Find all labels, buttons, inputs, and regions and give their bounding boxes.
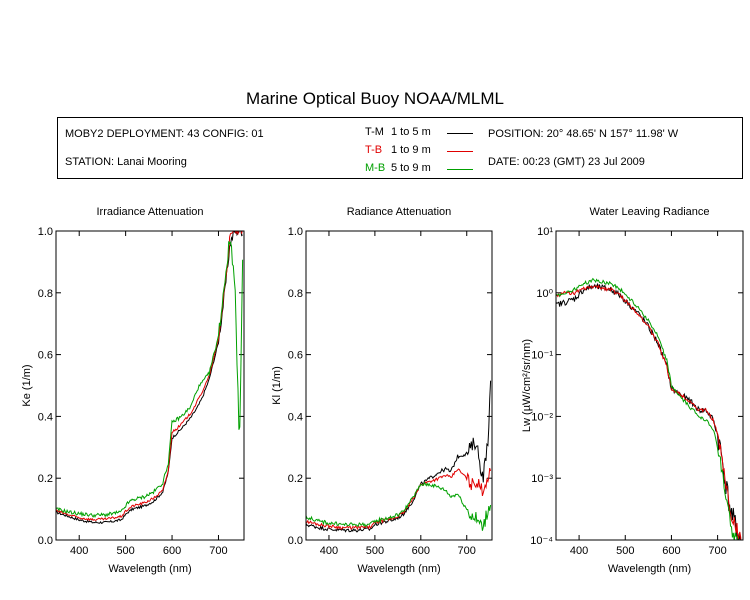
legend-code-tm: T-M — [365, 126, 384, 138]
chart-title: Radiance Attenuation — [347, 206, 452, 218]
legend-code-mb: M-B — [365, 162, 386, 174]
x-tick-label: 500 — [116, 545, 134, 557]
y-axis-label: Ke (1/m) — [21, 364, 33, 406]
x-tick-label: 700 — [458, 545, 476, 557]
y-tick-label: 0.4 — [288, 411, 303, 423]
y-tick-label: 10⁻¹ — [531, 350, 553, 362]
x-tick-label: 600 — [163, 545, 181, 557]
y-tick-label: 0.6 — [288, 350, 303, 362]
y-tick-label: 0.2 — [38, 473, 53, 485]
x-tick-label: 600 — [412, 545, 430, 557]
y-axis-label: Kl (1/m) — [271, 366, 283, 405]
date-text: DATE: 00:23 (GMT) 23 Jul 2009 — [488, 156, 645, 168]
legend-range-tm: 1 to 5 m — [391, 126, 431, 138]
x-axis-label: Wavelength (nm) — [108, 563, 191, 575]
x-axis-label: Wavelength (nm) — [357, 563, 440, 575]
series-line-m-b — [556, 277, 739, 540]
x-tick-label: 600 — [662, 545, 680, 557]
y-tick-label: 0.8 — [288, 288, 303, 300]
legend-line-mb — [447, 169, 473, 170]
legend-range-tb: 1 to 9 m — [391, 144, 431, 156]
series-line-t-m — [556, 282, 742, 540]
y-tick-label: 10⁻³ — [531, 473, 553, 485]
plot-frame — [555, 230, 744, 541]
series-line-m-b — [56, 241, 244, 518]
series-line-t-b — [556, 284, 742, 540]
y-tick-label: 0.0 — [288, 535, 303, 547]
series-line-t-b — [306, 467, 492, 531]
info-box: MOBY2 DEPLOYMENT: 43 CONFIG: 01 STATION:… — [57, 117, 743, 179]
series-line-m-b — [306, 481, 492, 531]
y-tick-label: 10⁻⁴ — [530, 535, 553, 547]
position-text: POSITION: 20° 48.65' N 157° 11.98' W — [488, 128, 679, 140]
chart-title: Water Leaving Radiance — [589, 206, 709, 218]
x-tick-label: 400 — [70, 545, 88, 557]
y-tick-label: 10¹ — [537, 226, 553, 238]
y-tick-label: 0.6 — [38, 350, 53, 362]
deployment-text: MOBY2 DEPLOYMENT: 43 CONFIG: 01 — [65, 128, 264, 140]
station-text: STATION: Lanai Mooring — [65, 156, 187, 168]
series-line-t-m — [306, 380, 492, 533]
series-line-t-b — [56, 231, 243, 522]
y-tick-label: 0.2 — [288, 473, 303, 485]
y-tick-label: 0.8 — [38, 288, 53, 300]
y-tick-label: 0.4 — [38, 411, 53, 423]
y-tick-label: 1.0 — [288, 226, 303, 238]
x-tick-label: 500 — [616, 545, 634, 557]
y-tick-label: 10⁻² — [531, 411, 553, 423]
legend-line-tm — [447, 133, 473, 134]
legend-line-tb — [447, 151, 473, 152]
y-axis-label: Lw (µW/cm²/sr/nm) — [521, 339, 533, 432]
legend-range-mb: 5 to 9 m — [391, 162, 431, 174]
chart-title: Irradiance Attenuation — [96, 206, 203, 218]
page-title: Marine Optical Buoy NOAA/MLML — [246, 89, 504, 108]
y-tick-label: 0.0 — [38, 535, 53, 547]
x-tick-label: 700 — [708, 545, 726, 557]
x-tick-label: 700 — [209, 545, 227, 557]
legend-code-tb: T-B — [365, 144, 383, 156]
x-tick-label: 500 — [366, 545, 384, 557]
plot-frame — [305, 230, 493, 541]
x-axis-label: Wavelength (nm) — [608, 563, 691, 575]
y-tick-label: 10⁰ — [536, 288, 553, 300]
y-tick-label: 1.0 — [38, 226, 53, 238]
series-line-t-m — [56, 231, 243, 525]
x-tick-label: 400 — [570, 545, 588, 557]
plot-frame — [55, 230, 245, 541]
x-tick-label: 400 — [320, 545, 338, 557]
